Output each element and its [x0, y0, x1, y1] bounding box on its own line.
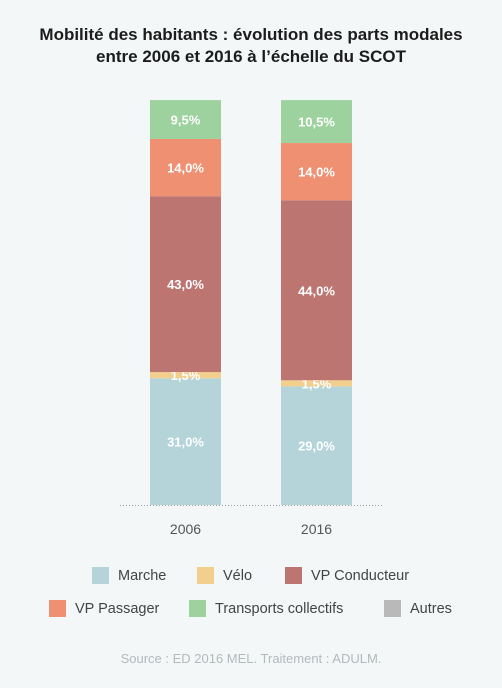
bar-segment: [281, 380, 352, 387]
bar-segment: [150, 372, 221, 379]
bar-segment: [281, 100, 352, 144]
bar-segment: [150, 196, 221, 373]
bar-segment: [150, 138, 221, 197]
data-label: 43,0%: [167, 277, 204, 292]
bar-segment: [281, 143, 352, 201]
bar-segment: [150, 378, 221, 505]
data-label: 44,0%: [298, 283, 335, 298]
data-label: 29,0%: [298, 439, 335, 454]
chart-title-line2: entre 2006 et 2016 à l’échelle du SCOT: [96, 47, 406, 66]
data-label: 31,0%: [167, 435, 204, 450]
bar-segment: [281, 200, 352, 381]
data-label: 10,5%: [298, 115, 335, 130]
data-label: 9,5%: [171, 113, 201, 128]
chart-title: Mobilité des habitants : évolution des p…: [0, 24, 502, 68]
data-label: 14,0%: [167, 161, 204, 176]
bar-segment: [281, 386, 352, 505]
chart-title-line1: Mobilité des habitants : évolution des p…: [39, 25, 463, 44]
x-tick-label: 2006: [170, 521, 201, 537]
source-note: Source : ED 2016 MEL. Traitement : ADULM…: [120, 651, 382, 666]
x-tick-label: 2016: [301, 521, 332, 537]
data-label: 14,0%: [298, 165, 335, 180]
bar-segment: [150, 100, 221, 139]
